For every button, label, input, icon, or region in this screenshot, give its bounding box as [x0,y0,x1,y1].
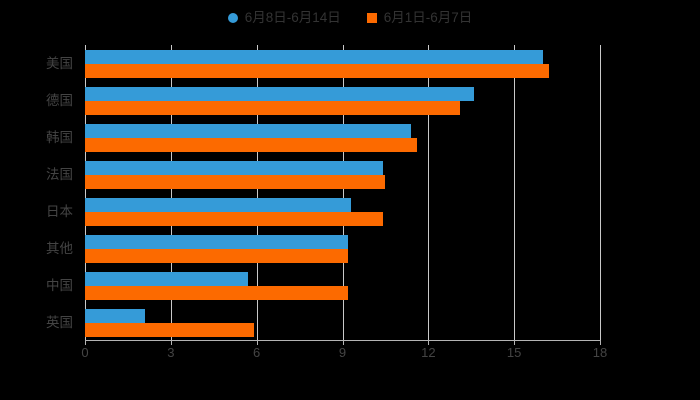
chart-legend: 6月8日-6月14日 6月1日-6月7日 [0,6,700,30]
legend-label-1: 6月1日-6月7日 [383,10,473,26]
bar-series-b[interactable] [85,286,349,300]
category-label: 德国 [46,93,73,108]
x-tick-mark-15 [514,340,516,345]
bar-series-b[interactable] [85,175,386,189]
legend-item-1[interactable]: 6月1日-6月7日 [366,10,473,26]
bar-row: 中国 [46,272,600,300]
gridline-3 [170,45,172,340]
x-tick-mark-3 [170,340,172,345]
gridline-0 [85,45,86,340]
x-tick-label-6: 6 [253,345,261,360]
gridline-18 [600,45,601,340]
legend-item-0[interactable]: 6月8日-6月14日 [227,10,341,26]
gridline-15 [514,45,516,340]
legend-label-0: 6月8日-6月14日 [244,10,341,26]
x-tick-label-0: 0 [81,345,89,360]
bar-series-b[interactable] [85,101,460,115]
x-tick-mark-0 [85,340,86,345]
category-label: 美国 [46,56,73,71]
x-tick-mark-18 [600,340,601,345]
bar-series-a[interactable] [85,161,383,175]
bar-series-b[interactable] [85,323,254,337]
category-label: 韩国 [46,130,73,145]
category-label: 法国 [46,167,73,182]
category-label: 日本 [46,204,73,219]
bar-row: 英国 [46,309,600,337]
bar-series-b[interactable] [85,212,383,226]
bar-series-a[interactable] [85,198,352,212]
gridline-6 [256,45,258,340]
x-tick-label-15: 15 [506,345,522,360]
x-tick-mark-12 [428,340,430,345]
bar-series-a[interactable] [85,272,249,286]
bar-series-a[interactable] [85,124,412,138]
bar-row: 其他 [46,235,600,263]
x-tick-label-18: 18 [592,345,608,360]
dot-marker-icon [227,13,238,23]
category-label: 中国 [46,278,73,293]
bar-row: 法国 [46,161,600,189]
bar-series-a[interactable] [85,87,475,101]
bar-row: 德国 [46,87,600,115]
x-tick-mark-6 [256,340,258,345]
bar-series-b[interactable] [85,249,349,263]
x-axis-line [85,340,601,341]
x-tick-label-12: 12 [421,345,436,360]
plot-area: 美国德国韩国法国日本其他中国英国 [46,45,600,340]
bar-row: 美国 [46,50,600,78]
bar-series-a[interactable] [85,235,349,249]
category-label: 英国 [46,315,73,330]
bar-series-b[interactable] [85,64,549,78]
gridline-12 [428,45,430,340]
bar-row: 韩国 [46,124,600,152]
x-tick-label-9: 9 [338,345,347,360]
bar-row: 日本 [46,198,600,226]
square-marker-icon [366,13,377,23]
x-tick-label-3: 3 [167,345,175,360]
bar-series-a[interactable] [85,50,543,64]
bar-series-b[interactable] [85,138,417,152]
category-label: 其他 [46,241,73,256]
gridline-9 [342,45,344,340]
x-tick-mark-9 [342,340,344,345]
bar-series-a[interactable] [85,309,146,323]
